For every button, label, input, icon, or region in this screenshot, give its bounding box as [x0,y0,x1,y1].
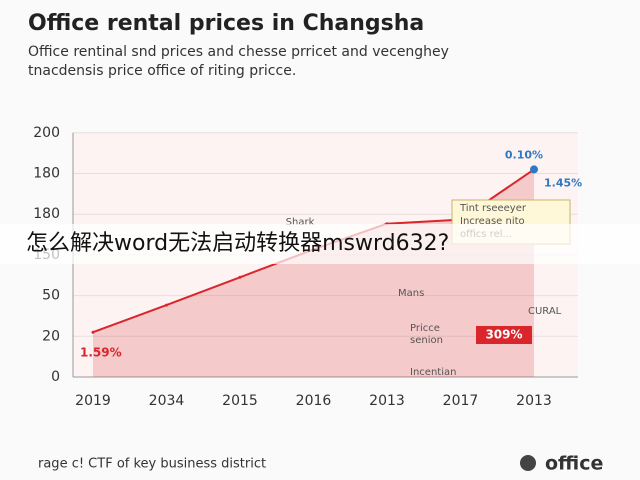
callout-text: Tint rseeeyer [459,203,527,214]
banner: 怎么解决word无法启动转换器mswrd632? [26,231,449,256]
y-tick-label: 20 [42,328,60,344]
badge-text: 309% [485,328,522,342]
annotation: 1.45% [544,176,582,189]
banner-background [0,224,640,264]
annotation: Mans [398,288,424,299]
point [165,303,168,307]
y-tick-label: 50 [42,288,60,304]
subtitle: Office rentinal snd prices and chesse pr… [28,44,449,60]
plot-area: 0205015018018020020192034201520162013201… [33,125,582,409]
area [93,169,534,377]
x-tick-label: 2034 [149,393,185,409]
y-tick-label: 180 [33,166,60,182]
point [238,275,242,279]
x-tick-label: 2013 [516,393,552,409]
x-tick-label: 2017 [443,393,479,409]
logo: office [545,453,603,475]
point [530,165,538,174]
annotation: Pricce [410,323,440,334]
x-tick-label: 2019 [75,393,111,409]
y-tick-label: 0 [51,369,60,385]
badge [476,326,532,344]
x-tick-label: 2013 [369,393,405,409]
y-tick-label: 200 [33,125,60,141]
callout-text: Increase nito [460,216,525,227]
annotation: senion [410,335,443,346]
logo-icon [520,455,536,471]
footer: rage c! CTF of key business district [38,457,266,472]
y-tick-label: 180 [33,206,60,222]
subtitle: tnacdensis price office of riting pricce… [28,63,296,79]
annotation: CURAL [528,306,562,317]
x-tick-label: 2016 [296,393,332,409]
annotation: 0.10% [505,148,543,161]
annotation: Incentian [410,367,456,378]
x-tick-label: 2015 [222,393,258,409]
annotation: Shark [286,217,315,228]
annotation: 1.59% [80,346,122,360]
point [91,330,95,334]
chart-title: Office rental prices in Changsha [28,11,424,36]
